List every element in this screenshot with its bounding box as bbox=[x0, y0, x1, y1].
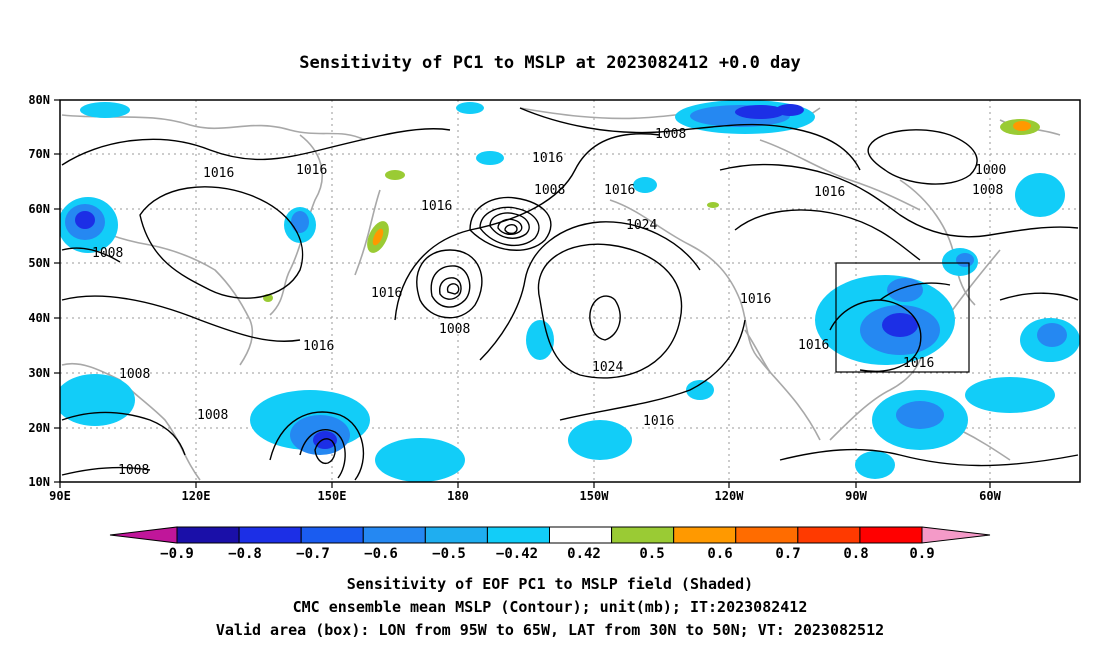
map-panel: 1008 1016 1016 1000 1008 1016 1016 1016 … bbox=[28, 93, 1081, 503]
colorbar-label: 0.8 bbox=[843, 546, 868, 562]
lat-tick-label: 10N bbox=[28, 475, 50, 489]
lon-tick-label: 150E bbox=[318, 489, 347, 503]
shade-negative-dark bbox=[75, 104, 918, 449]
contour-label: 1016 bbox=[643, 414, 674, 429]
contour-label: 1016 bbox=[740, 292, 771, 307]
contour-label: 1016 bbox=[203, 166, 234, 181]
colorbar-label: −0.8 bbox=[228, 546, 262, 562]
shade-positive-orange bbox=[372, 121, 1031, 246]
colorbar-swatch bbox=[859, 526, 923, 544]
caption-line-2: CMC ensemble mean MSLP (Contour); unit(m… bbox=[293, 598, 808, 616]
lat-tick-label: 70N bbox=[28, 147, 50, 161]
contour-label: 1016 bbox=[303, 339, 334, 354]
colorbar-swatch bbox=[424, 526, 488, 544]
sensitivity-shading bbox=[60, 100, 1080, 482]
contour-label: 1024 bbox=[592, 360, 623, 375]
contour-label: 1008 bbox=[439, 322, 470, 337]
axis-tick-marks bbox=[54, 99, 991, 488]
colorbar-label: 0.42 bbox=[567, 546, 601, 562]
colorbar-swatch bbox=[486, 526, 550, 544]
colorbar-label: −0.6 bbox=[364, 546, 398, 562]
contour-label: 1008 bbox=[119, 367, 150, 382]
contour-label: 1008 bbox=[655, 127, 686, 142]
colorbar-swatch bbox=[735, 526, 799, 544]
colorbar bbox=[109, 526, 991, 544]
valid-area-box bbox=[835, 262, 970, 373]
colorbar-swatch bbox=[673, 526, 737, 544]
colorbar-swatch bbox=[797, 526, 861, 544]
colorbar-label: 0.9 bbox=[909, 546, 934, 562]
contour-label: 1008 bbox=[534, 183, 565, 198]
colorbar-label: −0.9 bbox=[160, 546, 194, 562]
colorbar-label: −0.42 bbox=[496, 546, 538, 562]
colorbar-swatch bbox=[176, 526, 240, 544]
contour-label: 1016 bbox=[814, 185, 845, 200]
contour-label: 1008 bbox=[972, 183, 1003, 198]
mslp-contours bbox=[61, 107, 1079, 481]
lon-tick-label: 90W bbox=[845, 489, 867, 503]
lon-tick-label: 120E bbox=[182, 489, 211, 503]
colorbar-label: 0.6 bbox=[707, 546, 732, 562]
lat-tick-label: 20N bbox=[28, 421, 50, 435]
contour-label: 1016 bbox=[798, 338, 829, 353]
colorbar-label: −0.5 bbox=[432, 546, 466, 562]
colorbar-swatch bbox=[300, 526, 364, 544]
contour-label: 1016 bbox=[296, 163, 327, 178]
colorbar-swatch bbox=[238, 526, 302, 544]
contour-label: 1024 bbox=[626, 218, 657, 233]
contour-label: 1008 bbox=[118, 463, 149, 478]
lon-tick-label: 150W bbox=[580, 489, 610, 503]
lat-tick-label: 50N bbox=[28, 256, 50, 270]
contour-labels: 1008 1016 1016 1000 1008 1016 1016 1016 … bbox=[92, 127, 1006, 478]
colorbar-swatch bbox=[611, 526, 675, 544]
contour-label: 1000 bbox=[975, 163, 1006, 178]
colorbar-label: 0.7 bbox=[775, 546, 800, 562]
contour-label: 1008 bbox=[197, 408, 228, 423]
map-frame bbox=[59, 99, 1081, 483]
colorbar-labels: −0.9 −0.8 −0.7 −0.6 −0.5 −0.42 0.42 0.5 … bbox=[160, 546, 935, 562]
caption-line-1: Sensitivity of EOF PC1 to MSLP field (Sh… bbox=[347, 575, 753, 593]
caption: Sensitivity of EOF PC1 to MSLP field (Sh… bbox=[216, 575, 884, 639]
lat-tick-label: 60N bbox=[28, 202, 50, 216]
lat-tick-label: 40N bbox=[28, 311, 50, 325]
colorbar-swatch bbox=[549, 526, 613, 544]
lat-tick-label: 30N bbox=[28, 366, 50, 380]
contour-label: 1016 bbox=[421, 199, 452, 214]
gridlines bbox=[60, 100, 1080, 482]
latitude-labels: 80N 70N 60N 50N 40N 30N 20N 10N bbox=[28, 93, 50, 489]
lon-tick-label: 90E bbox=[49, 489, 71, 503]
longitude-labels: 90E 120E 150E 180 150W 120W 90W 60W bbox=[49, 489, 1001, 503]
contour-label: 1008 bbox=[92, 246, 123, 261]
lon-tick-label: 180 bbox=[447, 489, 469, 503]
lat-tick-label: 80N bbox=[28, 93, 50, 107]
contour-label: 1016 bbox=[604, 183, 635, 198]
figure-title: Sensitivity of PC1 to MSLP at 2023082412… bbox=[299, 53, 801, 73]
colorbar-max-arrow bbox=[921, 526, 991, 544]
caption-line-3: Valid area (box): LON from 95W to 65W, L… bbox=[216, 621, 884, 639]
lon-tick-label: 60W bbox=[979, 489, 1001, 503]
colorbar-swatch bbox=[362, 526, 426, 544]
colorbar-label: −0.7 bbox=[296, 546, 330, 562]
lon-tick-label: 120W bbox=[715, 489, 745, 503]
colorbar-label: 0.5 bbox=[639, 546, 664, 562]
colorbar-min-arrow bbox=[109, 526, 178, 544]
contour-label: 1016 bbox=[371, 286, 402, 301]
contour-label: 1016 bbox=[532, 151, 563, 166]
contour-label: 1016 bbox=[903, 356, 934, 371]
